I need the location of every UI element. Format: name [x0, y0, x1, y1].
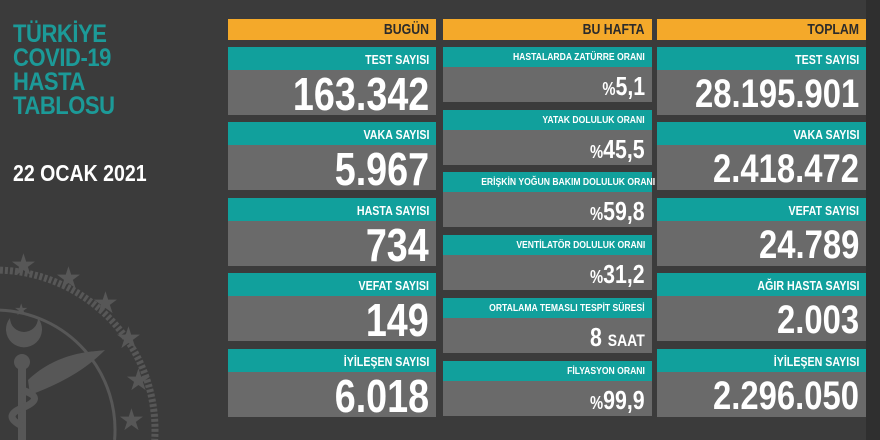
svg-text:★: ★ — [55, 261, 82, 296]
header-label: BUGÜN — [383, 21, 429, 38]
total-column: TOPLAM TEST SAYISI 28.195.901 VAKA SAYISI… — [657, 19, 866, 419]
stat-value: 149 — [366, 294, 429, 346]
stat-value: 5.967 — [334, 143, 429, 195]
stat-value: 24.789 — [758, 223, 859, 267]
stat-card-pneumonia: HASTALARDA ZATÜRRE ORANI %5,1 — [443, 47, 652, 102]
stat-label: VEFAT SAYISI — [788, 203, 859, 218]
svg-text:★: ★ — [92, 286, 119, 321]
title-line: HASTA — [13, 68, 85, 96]
stat-card-total-test: TEST SAYISI 28.195.901 — [657, 47, 866, 116]
total-header: TOPLAM — [657, 19, 866, 40]
today-column: BUGÜN TEST SAYISI 163.342 VAKA SAYISI 5.96… — [228, 19, 436, 422]
svg-text:★: ★ — [10, 248, 37, 283]
stat-label: VAKA SAYISI — [793, 127, 859, 142]
stat-label: TEST SAYISI — [794, 52, 859, 67]
stat-label: VENTİLATÖR DOLULUK ORANI — [516, 239, 645, 251]
stat-value: 31,2 — [603, 259, 645, 289]
report-date: 22 OCAK 2021 — [13, 160, 147, 186]
stat-card-total-cases: VAKA SAYISI 2.418.472 — [657, 122, 866, 191]
header-label: TOPLAM — [807, 21, 859, 38]
stat-label: VEFAT SAYISI — [358, 278, 429, 293]
ministry-seal-icon: ★ ★★ ★★★ ★ — [0, 248, 159, 440]
stat-value: 6.018 — [334, 370, 429, 422]
stat-value: 163.342 — [292, 68, 429, 120]
stat-card-filiation: FİLYASYON ORANI %99,9 — [443, 361, 652, 416]
stat-label: HASTALARDA ZATÜRRE ORANI — [513, 51, 645, 63]
stat-card-contact-time: ORTALAMA TEMASLI TESPİT SÜRESİ 8 SAAT — [443, 298, 652, 353]
stat-card-deaths: VEFAT SAYISI 149 — [228, 273, 436, 346]
svg-text:★: ★ — [118, 403, 145, 438]
stat-label: FİLYASYON ORANI — [567, 365, 645, 377]
title-line: TÜRKİYE — [13, 20, 107, 48]
stat-label: İYİLEŞEN SAYISI — [773, 354, 859, 369]
percent-sign: % — [590, 142, 604, 162]
stat-value: 45,5 — [603, 134, 645, 164]
percent-sign: % — [590, 204, 604, 224]
title-line: COVID-19 — [13, 44, 111, 72]
stat-card-bed-occupancy: YATAK DOLULUK ORANI %45,5 — [443, 110, 652, 165]
percent-sign: % — [590, 267, 604, 287]
stat-value: 99,9 — [603, 385, 645, 415]
stat-label: TEST SAYISI — [364, 52, 429, 67]
stat-label: YATAK DOLULUK ORANI — [542, 114, 645, 126]
stat-value: 2.003 — [776, 298, 859, 342]
svg-text:★: ★ — [125, 363, 152, 398]
stat-card-ventilator: VENTİLATÖR DOLULUK ORANI %31,2 — [443, 235, 652, 290]
page-title: TÜRKİYE COVID-19 HASTA TABLOSU — [13, 20, 115, 120]
stat-label: İYİLEŞEN SAYISI — [343, 354, 429, 369]
stat-card-cases: VAKA SAYISI 5.967 — [228, 122, 436, 195]
week-header: BU HAFTA — [443, 19, 652, 40]
stat-value: 2.296.050 — [713, 374, 859, 418]
stat-label: AĞIR HASTA SAYISI — [756, 278, 859, 293]
stat-card-critical: AĞIR HASTA SAYISI 2.003 — [657, 273, 866, 342]
stat-value: 59,8 — [603, 196, 645, 226]
percent-sign: % — [590, 393, 604, 413]
svg-text:★: ★ — [115, 321, 142, 356]
stat-value: 5,1 — [615, 71, 645, 101]
stat-value: 2.418.472 — [713, 147, 859, 191]
stat-card-total-deaths: VEFAT SAYISI 24.789 — [657, 198, 866, 267]
stat-label: VAKA SAYISI — [363, 127, 429, 142]
percent-sign: % — [602, 79, 616, 99]
today-header: BUGÜN — [228, 19, 436, 40]
stat-value: 28.195.901 — [694, 72, 859, 116]
stat-unit: SAAT — [608, 331, 645, 350]
stat-card-patients: HASTA SAYISI 734 — [228, 198, 436, 271]
right-border — [866, 0, 880, 440]
stat-card-test: TEST SAYISI 163.342 — [228, 47, 436, 120]
stat-card-icu-occupancy: ERİŞKİN YOĞUN BAKIM DOLULUK ORANI %59,8 — [443, 172, 656, 227]
stat-label: ERİŞKİN YOĞUN BAKIM DOLULUK ORANI — [481, 176, 656, 188]
stat-label: HASTA SAYISI — [356, 203, 429, 218]
svg-text:★: ★ — [14, 300, 28, 319]
stat-value: 8 — [590, 322, 603, 352]
title-line: TABLOSU — [13, 92, 115, 120]
stat-value: 734 — [366, 219, 429, 271]
week-column: BU HAFTA HASTALARDA ZATÜRRE ORANI %5,1 YA… — [443, 19, 656, 419]
stat-label: ORTALAMA TEMASLI TESPİT SÜRESİ — [489, 302, 645, 314]
stat-card-total-recovered: İYİLEŞEN SAYISI 2.296.050 — [657, 349, 866, 418]
stat-card-recovered: İYİLEŞEN SAYISI 6.018 — [228, 349, 436, 422]
header-label: BU HAFTA — [583, 21, 645, 38]
